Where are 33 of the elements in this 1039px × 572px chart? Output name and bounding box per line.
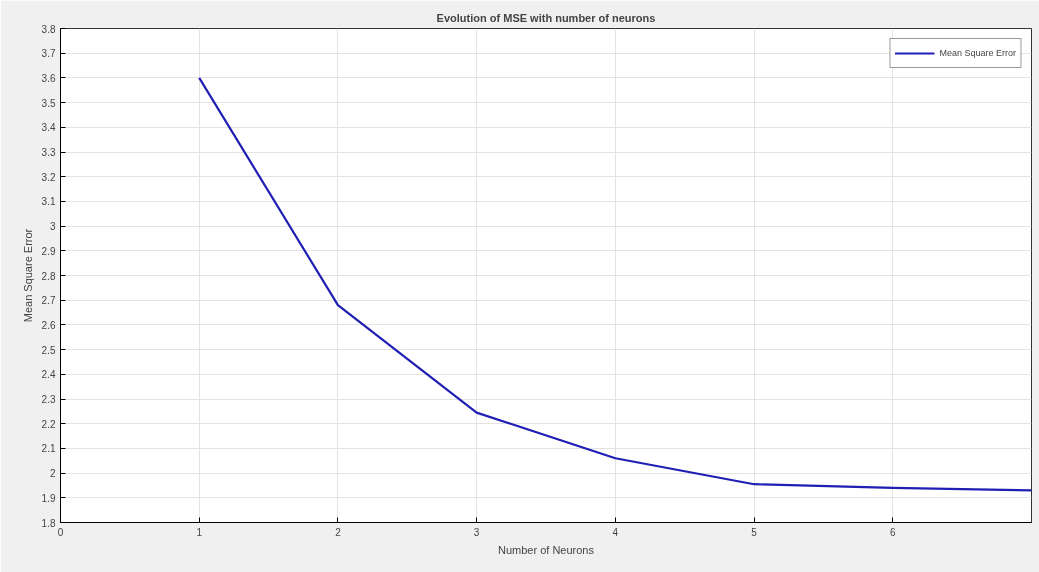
y-tick-label: 1.9 xyxy=(41,492,56,504)
legend-label: Mean Square Error xyxy=(939,48,1016,58)
y-tick-label: 2.7 xyxy=(41,295,56,307)
y-tick-label: 2.8 xyxy=(41,270,56,282)
y-tick-label: 3.1 xyxy=(41,196,56,208)
x-tick-label: 2 xyxy=(335,526,342,538)
y-tick-label: 3.3 xyxy=(41,147,56,158)
y-tick-label: 2.3 xyxy=(41,394,56,405)
chart-title: Evolution of MSE with number of neurons xyxy=(436,11,656,24)
y-tick-label: 3.4 xyxy=(41,122,56,134)
y-tick-label: 3.6 xyxy=(41,72,56,84)
y-tick-label: 2.6 xyxy=(41,319,56,331)
y-tick-label: 3 xyxy=(49,221,56,233)
y-tick-label: 2.1 xyxy=(41,443,56,455)
x-tick-label: 5 xyxy=(751,526,758,538)
y-tick-label: 2.9 xyxy=(41,245,56,257)
y-tick-label: 3.2 xyxy=(41,171,56,183)
x-tick-label: 0 xyxy=(57,526,64,538)
y-tick-label: 3.7 xyxy=(41,48,56,60)
x-tick-label: 4 xyxy=(612,526,619,538)
y-tick-label: 3.8 xyxy=(41,23,56,35)
y-tick-label: 3.5 xyxy=(41,97,56,109)
y-tick-label: 2.5 xyxy=(41,344,56,356)
x-tick-label: 6 xyxy=(890,526,896,538)
y-tick-label: 2.2 xyxy=(41,418,56,430)
y-tick-label: 2.4 xyxy=(41,369,56,381)
y-tick-label: 2 xyxy=(49,468,56,480)
line-series xyxy=(198,76,1032,492)
y-axis-title: Mean Square Error xyxy=(21,228,34,323)
x-axis-title: Number of Neurons xyxy=(498,543,595,556)
y-tick-label: 1.8 xyxy=(41,517,56,529)
x-tick-label: 3 xyxy=(473,526,480,538)
x-tick-label: 1 xyxy=(196,526,203,538)
